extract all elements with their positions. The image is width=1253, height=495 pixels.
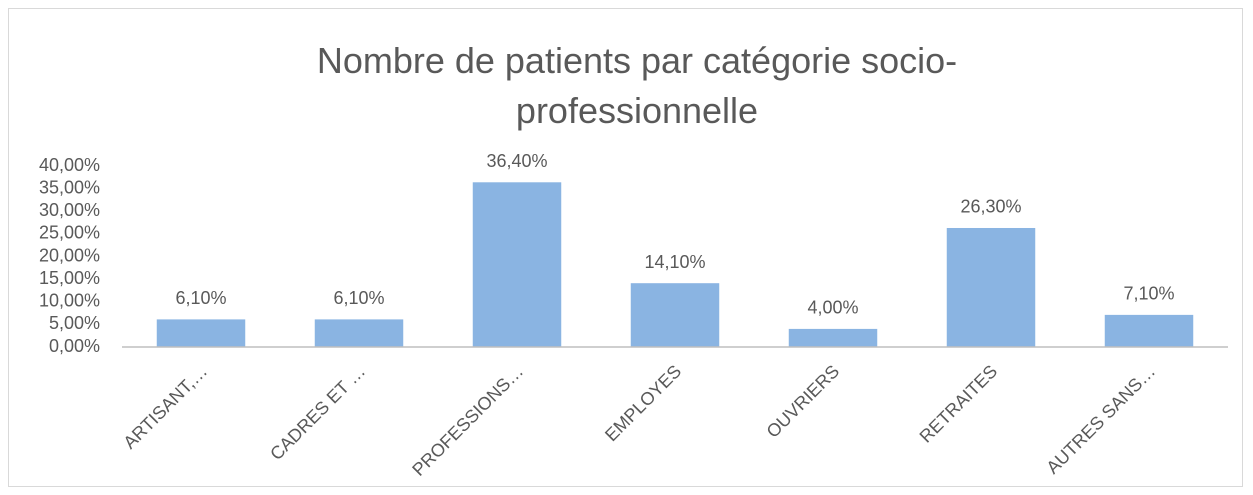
x-tick-label: CADRES ET … (266, 361, 369, 464)
bar (946, 227, 1036, 347)
data-label: 6,10% (175, 288, 226, 308)
data-label: 36,40% (486, 151, 547, 171)
bar (472, 182, 562, 347)
x-tick-label: PROFESSIONS… (408, 361, 527, 480)
chart-frame (8, 8, 1243, 487)
bar (788, 328, 878, 347)
x-tick-label: OUVRIERS (763, 361, 844, 442)
data-label: 4,00% (807, 298, 858, 318)
bar (1104, 314, 1194, 347)
data-label: 7,10% (1123, 284, 1174, 304)
x-tick-label: RETRAITES (916, 361, 1002, 447)
bar (630, 283, 720, 347)
y-tick-label: 35,00% (39, 177, 100, 197)
data-label: 6,10% (333, 288, 384, 308)
y-tick-label: 10,00% (39, 291, 100, 311)
y-tick-label: 20,00% (39, 245, 100, 265)
y-tick-label: 30,00% (39, 200, 100, 220)
x-tick-label: ARTISANT,… (119, 361, 211, 453)
y-tick-label: 40,00% (39, 155, 100, 175)
x-tick-label: EMPLOYES (601, 361, 685, 445)
y-tick-label: 0,00% (49, 336, 100, 356)
data-label: 26,30% (960, 197, 1021, 217)
y-tick-label: 25,00% (39, 223, 100, 243)
chart-title: Nombre de patients par catégorie socio-p… (316, 40, 958, 131)
y-tick-label: 5,00% (49, 313, 100, 333)
bar (156, 319, 246, 347)
x-tick-label: AUTRES SANS… (1042, 361, 1159, 478)
y-tick-label: 15,00% (39, 268, 100, 288)
bar (314, 319, 404, 347)
data-label: 14,10% (644, 252, 705, 272)
